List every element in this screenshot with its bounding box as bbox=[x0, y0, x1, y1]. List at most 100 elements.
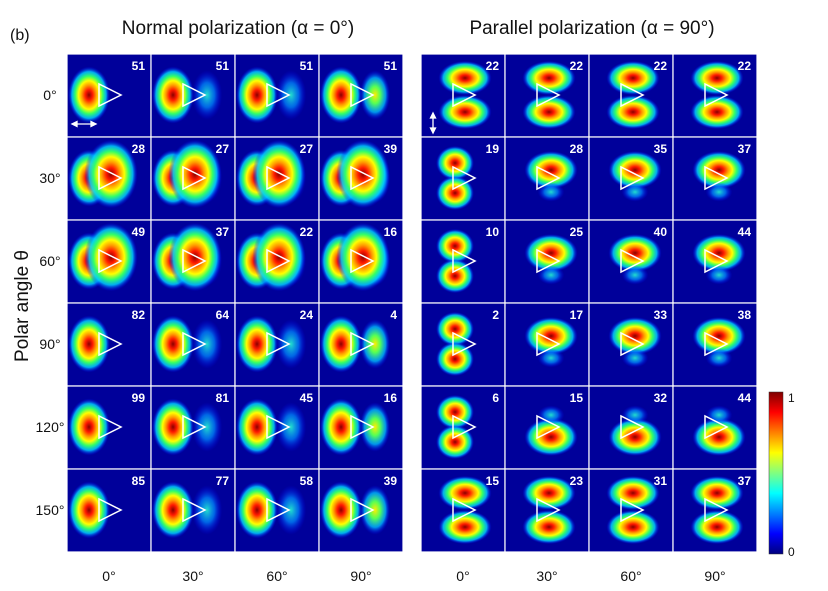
enhancement-value: 15 bbox=[570, 391, 584, 405]
enhancement-value: 2 bbox=[492, 308, 499, 322]
map-cell: 28 bbox=[504, 136, 590, 221]
enhancement-value: 22 bbox=[486, 59, 500, 73]
field-lobe bbox=[236, 481, 278, 539]
field-lobe bbox=[705, 182, 733, 202]
triangle-outline-icon bbox=[536, 248, 561, 274]
map-cell: 85 bbox=[66, 468, 152, 553]
triangle-outline-icon bbox=[350, 331, 375, 357]
map-cell: 19 bbox=[420, 136, 506, 221]
y-axis-label: Polar angle θ bbox=[12, 250, 33, 362]
field-lobe bbox=[275, 485, 307, 535]
field-lobe bbox=[275, 70, 307, 120]
field-lobe bbox=[537, 348, 565, 368]
field-lobe bbox=[436, 394, 474, 430]
field-lobe bbox=[275, 402, 307, 452]
field-lobe bbox=[436, 145, 474, 181]
field-lobe bbox=[436, 175, 474, 211]
triangle-outline-icon bbox=[536, 82, 561, 108]
enhancement-value: 44 bbox=[738, 225, 752, 239]
enhancement-value: 15 bbox=[486, 474, 500, 488]
triangle-outline-icon bbox=[452, 414, 477, 440]
map-cell: 15 bbox=[420, 468, 506, 553]
field-lobe bbox=[522, 509, 576, 545]
map-cell: 22 bbox=[420, 53, 506, 138]
map-cell: 22 bbox=[672, 53, 758, 138]
map-cell: 2 bbox=[420, 302, 506, 387]
field-lobe bbox=[359, 319, 391, 369]
triangle-outline-icon bbox=[452, 248, 477, 274]
map-cell: 99 bbox=[66, 385, 152, 470]
enhancement-value: 27 bbox=[300, 142, 314, 156]
field-lobe bbox=[359, 485, 391, 535]
enhancement-value: 22 bbox=[300, 225, 314, 239]
triangle-outline-icon bbox=[182, 165, 207, 191]
field-lobe bbox=[522, 60, 576, 96]
enhancement-value: 32 bbox=[654, 391, 668, 405]
colorbar-max-label: 1 bbox=[788, 391, 795, 405]
enhancement-value: 25 bbox=[570, 225, 584, 239]
row-label: 120° bbox=[36, 419, 65, 435]
field-lobe bbox=[436, 228, 474, 264]
enhancement-value: 39 bbox=[384, 142, 398, 156]
field-lobe bbox=[606, 60, 660, 96]
triangle-outline-icon bbox=[704, 248, 729, 274]
colorbar: 1 0 bbox=[768, 391, 795, 559]
field-lobe bbox=[537, 405, 565, 425]
enhancement-value: 24 bbox=[300, 308, 314, 322]
field-lobe bbox=[359, 70, 391, 120]
map-cell: 17 bbox=[504, 302, 590, 387]
column-label: 30° bbox=[182, 568, 203, 584]
map-cell: 51 bbox=[66, 53, 152, 138]
map-cell: 37 bbox=[672, 468, 758, 553]
enhancement-value: 37 bbox=[216, 225, 230, 239]
enhancement-value: 38 bbox=[738, 308, 752, 322]
enhancement-value: 51 bbox=[216, 59, 230, 73]
field-lobe bbox=[152, 66, 194, 124]
triangle-outline-icon bbox=[182, 414, 207, 440]
enhancement-value: 33 bbox=[654, 308, 668, 322]
colorbar-min-label: 0 bbox=[788, 545, 795, 559]
field-lobe bbox=[320, 66, 362, 124]
enhancement-value: 51 bbox=[384, 59, 398, 73]
triangle-outline-icon bbox=[98, 497, 123, 523]
column-labels: 0° 30° 60° 90° 0° 30° 60° 90° bbox=[102, 568, 725, 584]
field-lobe bbox=[336, 139, 390, 209]
field-lobe bbox=[168, 139, 222, 209]
map-cell: 40 bbox=[588, 219, 674, 304]
map-cell: 22 bbox=[588, 53, 674, 138]
map-border bbox=[318, 468, 404, 553]
triangle-outline-icon bbox=[620, 82, 645, 108]
map-cell: 25 bbox=[504, 219, 590, 304]
enhancement-value: 27 bbox=[216, 142, 230, 156]
field-lobe bbox=[168, 222, 222, 292]
triangle-outline-icon bbox=[266, 497, 291, 523]
field-lobe bbox=[275, 319, 307, 369]
triangle-outline-icon bbox=[98, 248, 123, 274]
enhancement-value: 64 bbox=[216, 308, 230, 322]
field-lobe bbox=[438, 509, 492, 545]
map-cell: 37 bbox=[672, 136, 758, 221]
column-label: 0° bbox=[456, 568, 469, 584]
field-lobe bbox=[522, 475, 576, 511]
field-lobe bbox=[68, 481, 110, 539]
map-cell: 38 bbox=[672, 302, 758, 387]
field-lobe bbox=[68, 315, 110, 373]
triangle-outline-icon bbox=[266, 331, 291, 357]
map-cell: 45 bbox=[234, 385, 320, 470]
field-lobe bbox=[621, 405, 649, 425]
map-cell: 37 bbox=[150, 219, 236, 304]
normal-polarization-grid: 51 51 51 51 28 27 27 39 49 37 22 16 82 64 24 4 99 81 45 16 8… bbox=[66, 53, 404, 553]
enhancement-value: 45 bbox=[300, 391, 314, 405]
map-cell: 44 bbox=[672, 219, 758, 304]
field-lobe bbox=[705, 265, 733, 285]
field-lobe bbox=[438, 475, 492, 511]
field-lobe bbox=[236, 66, 278, 124]
triangle-outline-icon bbox=[182, 82, 207, 108]
field-lobe bbox=[152, 481, 194, 539]
map-cell: 49 bbox=[66, 219, 152, 304]
map-cell: 15 bbox=[504, 385, 590, 470]
field-lobe bbox=[320, 481, 362, 539]
row-label: 150° bbox=[36, 502, 65, 518]
enhancement-value: 10 bbox=[486, 225, 500, 239]
map-cell: 24 bbox=[234, 302, 320, 387]
